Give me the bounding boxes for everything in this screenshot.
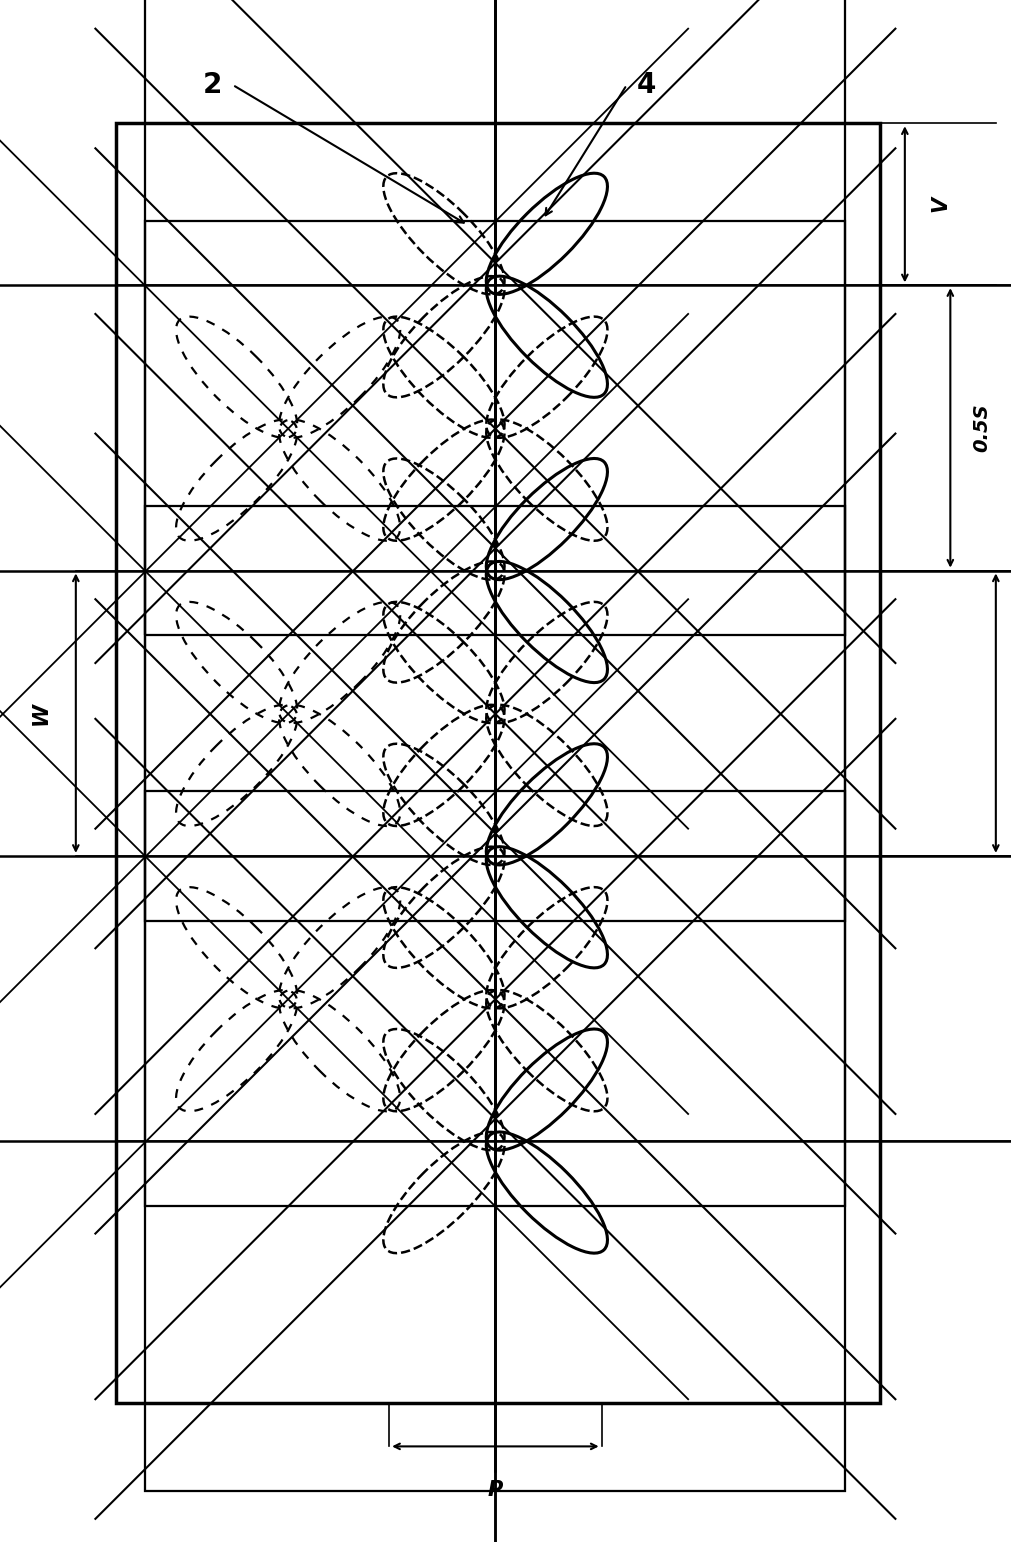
Text: W: W xyxy=(30,702,51,725)
Text: 2: 2 xyxy=(203,71,222,99)
Text: P: P xyxy=(487,1480,503,1500)
Text: V: V xyxy=(930,196,950,213)
Text: 0.5S: 0.5S xyxy=(973,404,992,452)
Text: 4: 4 xyxy=(637,71,656,99)
